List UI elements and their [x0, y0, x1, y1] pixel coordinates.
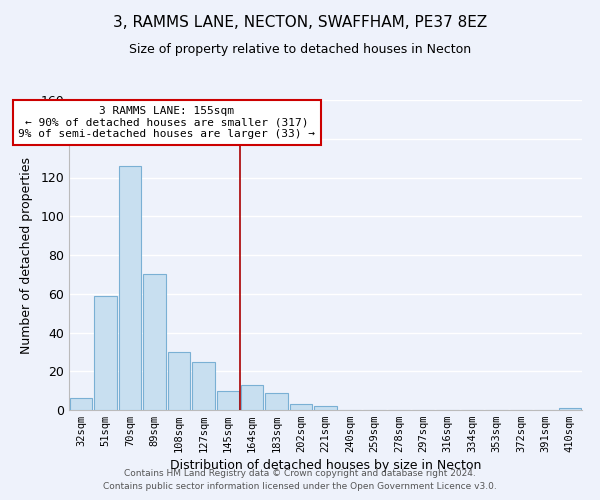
Bar: [94, 296, 117, 410]
Bar: [70, 398, 92, 410]
Bar: [167, 352, 190, 410]
Text: 3, RAMMS LANE, NECTON, SWAFFHAM, PE37 8EZ: 3, RAMMS LANE, NECTON, SWAFFHAM, PE37 8E…: [113, 15, 487, 30]
Bar: [241, 385, 263, 410]
Text: Contains public sector information licensed under the Open Government Licence v3: Contains public sector information licen…: [103, 482, 497, 491]
Bar: [314, 406, 337, 410]
Bar: [290, 404, 313, 410]
Bar: [192, 362, 215, 410]
Text: Contains HM Land Registry data © Crown copyright and database right 2024.: Contains HM Land Registry data © Crown c…: [124, 468, 476, 477]
X-axis label: Distribution of detached houses by size in Necton: Distribution of detached houses by size …: [170, 460, 481, 472]
Bar: [119, 166, 142, 410]
Bar: [143, 274, 166, 410]
Bar: [217, 390, 239, 410]
Bar: [559, 408, 581, 410]
Y-axis label: Number of detached properties: Number of detached properties: [20, 156, 34, 354]
Text: 3 RAMMS LANE: 155sqm
← 90% of detached houses are smaller (317)
9% of semi-detac: 3 RAMMS LANE: 155sqm ← 90% of detached h…: [18, 106, 315, 139]
Text: Size of property relative to detached houses in Necton: Size of property relative to detached ho…: [129, 42, 471, 56]
Bar: [265, 392, 288, 410]
